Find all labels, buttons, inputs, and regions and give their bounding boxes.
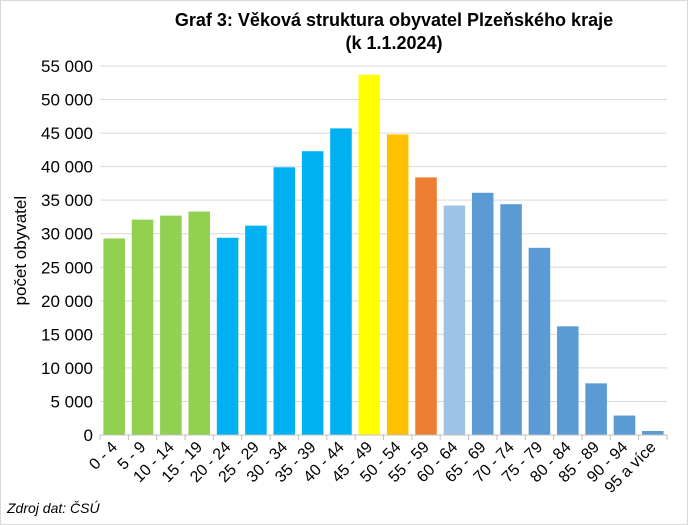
- bar: [358, 74, 381, 436]
- bar: [613, 415, 636, 435]
- bar: [557, 326, 579, 435]
- bar: [642, 430, 664, 435]
- y-tick-label: 15 000: [41, 325, 93, 344]
- y-tick-label: 45 000: [41, 124, 93, 143]
- y-tick-label: 40 000: [41, 158, 93, 177]
- bar: [103, 238, 125, 435]
- bar: [188, 211, 210, 435]
- bar: [245, 225, 267, 435]
- y-tick-label: 0: [84, 426, 93, 445]
- bar: [500, 204, 522, 435]
- y-tick-label: 10 000: [41, 359, 93, 378]
- y-tick-label: 55 000: [41, 57, 93, 76]
- chart-subtitle: (k 1.1.2024): [345, 33, 443, 53]
- bar: [160, 215, 182, 435]
- y-tick-label: 20 000: [41, 292, 93, 311]
- y-tick-label: 50 000: [41, 91, 93, 110]
- y-tick-label: 5 000: [50, 392, 93, 411]
- y-tick-label: 25 000: [41, 258, 93, 277]
- bar: [415, 177, 437, 435]
- y-tick-label: 35 000: [41, 191, 93, 210]
- chart-title: Graf 3: Věková struktura obyvatel Plzeňs…: [174, 10, 614, 30]
- data-source-note: Zdroj dat: ČSÚ: [7, 500, 100, 516]
- bar: [216, 237, 239, 435]
- y-tick-label: 30 000: [41, 225, 93, 244]
- bar: [330, 128, 352, 436]
- bar: [386, 134, 409, 435]
- bar: [528, 247, 551, 435]
- bar: [443, 205, 466, 435]
- bar: [585, 383, 607, 435]
- bar: [471, 192, 494, 435]
- bar: [131, 219, 154, 435]
- bar: [301, 151, 324, 436]
- bar: [273, 167, 296, 436]
